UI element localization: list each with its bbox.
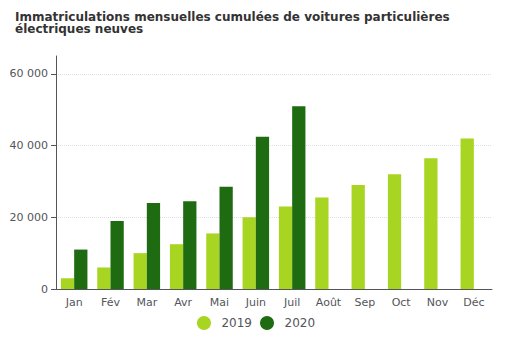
svg-text:2019: 2019: [221, 316, 252, 330]
svg-text:Nov: Nov: [427, 296, 449, 309]
svg-text:Jan: Jan: [65, 296, 83, 309]
svg-text:20 000: 20 000: [10, 211, 49, 224]
svg-text:Juil: Juil: [283, 296, 300, 309]
svg-text:Sep: Sep: [354, 296, 375, 309]
svg-text:Déc: Déc: [463, 296, 484, 309]
svg-text:électriques neuves: électriques neuves: [15, 22, 143, 36]
svg-text:0: 0: [41, 283, 48, 296]
svg-text:40 000: 40 000: [10, 139, 49, 152]
svg-text:Oct: Oct: [392, 296, 412, 309]
svg-text:Juin: Juin: [245, 296, 266, 309]
svg-text:Avr: Avr: [174, 296, 192, 309]
svg-text:Mar: Mar: [136, 296, 157, 309]
svg-text:2020: 2020: [285, 316, 316, 330]
svg-text:60 000: 60 000: [10, 67, 49, 80]
svg-text:Mai: Mai: [210, 296, 229, 309]
svg-text:Immatriculations mensuelles cu: Immatriculations mensuelles cumulées de …: [15, 10, 454, 24]
svg-text:Fév: Fév: [101, 296, 120, 309]
svg-text:Août: Août: [316, 296, 342, 309]
